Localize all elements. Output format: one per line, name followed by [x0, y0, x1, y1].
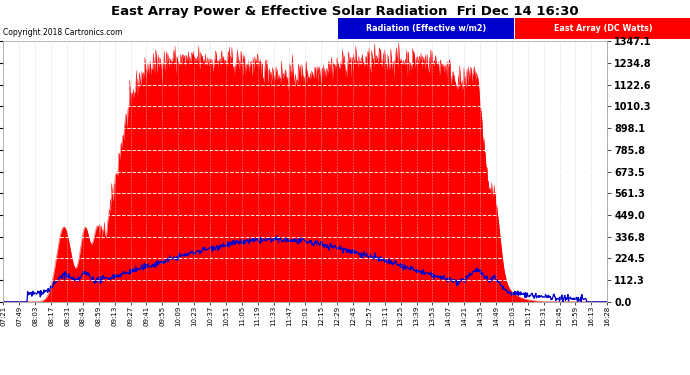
Text: Radiation (Effective w/m2): Radiation (Effective w/m2)	[366, 24, 486, 33]
Bar	[338, 18, 514, 39]
Text: East Array Power & Effective Solar Radiation  Fri Dec 14 16:30: East Array Power & Effective Solar Radia…	[111, 4, 579, 18]
Text: East Array (DC Watts): East Array (DC Watts)	[554, 24, 653, 33]
Bar	[515, 18, 690, 39]
Text: Copyright 2018 Cartronics.com: Copyright 2018 Cartronics.com	[3, 28, 123, 38]
